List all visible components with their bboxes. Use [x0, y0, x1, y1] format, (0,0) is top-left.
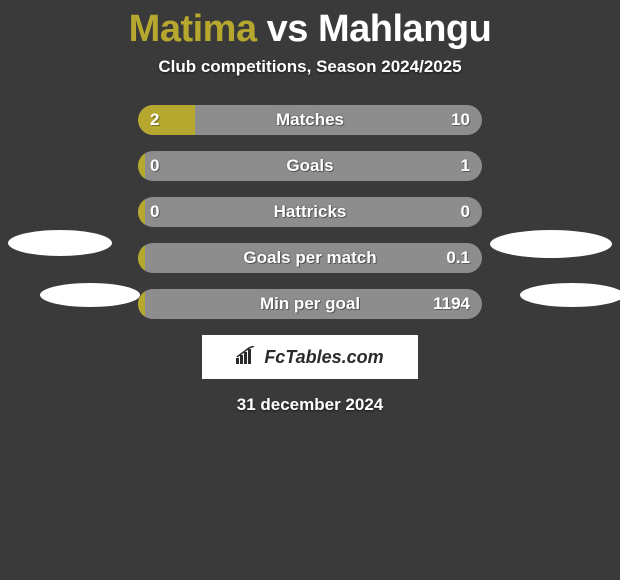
- stat-bar-right-value: 1: [461, 151, 470, 181]
- stat-bar-label: Matches: [138, 105, 482, 135]
- logo-text: FcTables.com: [264, 347, 383, 368]
- left-photo-oval: [8, 230, 112, 256]
- subtitle: Club competitions, Season 2024/2025: [0, 57, 620, 77]
- bars-container: Matches210Goals01Hattricks00Goals per ma…: [138, 105, 482, 319]
- stat-bar-right-value: 0.1: [446, 243, 470, 273]
- stat-bar-right-value: 0: [461, 197, 470, 227]
- title-vs: vs: [267, 8, 308, 51]
- stat-bar-right-value: 1194: [433, 289, 470, 319]
- right-photo-oval: [490, 230, 612, 258]
- stat-bar: Matches2 10: [138, 105, 482, 135]
- stat-bar-left-value: 0: [150, 151, 159, 181]
- stat-bar: Hattricks0 0: [138, 197, 482, 227]
- page-title: Matima vs Mahlangu: [0, 0, 620, 51]
- stat-bar-left-value: 2: [150, 105, 159, 135]
- right-photo-oval: [520, 283, 620, 307]
- stat-bar: Goals0 1: [138, 151, 482, 181]
- stat-bar-label: Goals per match: [138, 243, 482, 273]
- date: 31 december 2024: [0, 395, 620, 415]
- barchart-icon: [236, 346, 258, 369]
- stat-bar-right-value: 10: [451, 105, 470, 135]
- left-photo-oval: [40, 283, 140, 307]
- compare-area: Matches210Goals01Hattricks00Goals per ma…: [0, 105, 620, 319]
- title-player2: Mahlangu: [318, 8, 491, 51]
- stat-bar: Goals per match0.1: [138, 243, 482, 273]
- stat-bar-label: Goals: [138, 151, 482, 181]
- stat-bar-label: Min per goal: [138, 289, 482, 319]
- stat-bar: Min per goal1194: [138, 289, 482, 319]
- title-player1: Matima: [129, 8, 257, 51]
- stat-bar-left-value: 0: [150, 197, 159, 227]
- stat-bar-label: Hattricks: [138, 197, 482, 227]
- site-logo: FcTables.com: [202, 335, 418, 379]
